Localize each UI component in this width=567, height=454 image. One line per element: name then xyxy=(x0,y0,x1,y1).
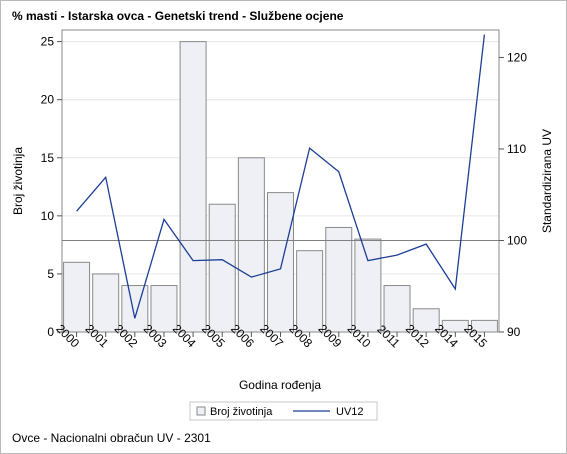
y-right-tick-label: 110 xyxy=(507,142,526,156)
bar-2005 xyxy=(208,203,236,333)
y-left-tick-label: 5 xyxy=(47,267,54,281)
y-left-tick-label: 10 xyxy=(41,209,55,223)
bar-2004 xyxy=(179,41,207,333)
y-left-tick-label: 15 xyxy=(41,151,55,165)
chart-title: % masti - Istarska ovca - Genetski trend… xyxy=(12,9,344,23)
bar-2002 xyxy=(121,285,149,333)
legend-label-line: UV12 xyxy=(336,406,364,418)
y-axis-label-right: Standardizirana UV xyxy=(540,129,554,233)
y-right-tick-label: 120 xyxy=(507,50,527,64)
legend-bar-swatch xyxy=(196,406,206,416)
y-left-tick-label: 0 xyxy=(47,325,54,339)
y-right-tick-label: 100 xyxy=(507,233,527,247)
y-left-tick-label: 20 xyxy=(41,93,55,107)
y-axis-label-left: Broj životinja xyxy=(11,147,25,215)
bars-group xyxy=(63,41,498,333)
y-right-tick-label: 90 xyxy=(507,325,521,339)
line-group xyxy=(76,34,486,319)
bar-2000 xyxy=(63,261,91,333)
bar-2008 xyxy=(296,250,324,333)
bar-2001 xyxy=(92,273,120,333)
legend-label-bars: Broj životinja xyxy=(210,406,273,418)
bar-2007 xyxy=(267,192,294,333)
bar-2009 xyxy=(325,226,353,333)
legend-box xyxy=(189,401,378,421)
x-axis-label: Godina rođenja xyxy=(239,378,321,392)
bar-2010 xyxy=(354,238,382,333)
legend: Broj životinja UV12 xyxy=(189,401,378,421)
footnote: Ovce - Nacionalni obračun UV - 2301 xyxy=(12,431,211,445)
y-left-tick-label: 25 xyxy=(41,35,55,49)
bar-2006 xyxy=(237,157,265,333)
series-line-uv12 xyxy=(76,34,486,319)
